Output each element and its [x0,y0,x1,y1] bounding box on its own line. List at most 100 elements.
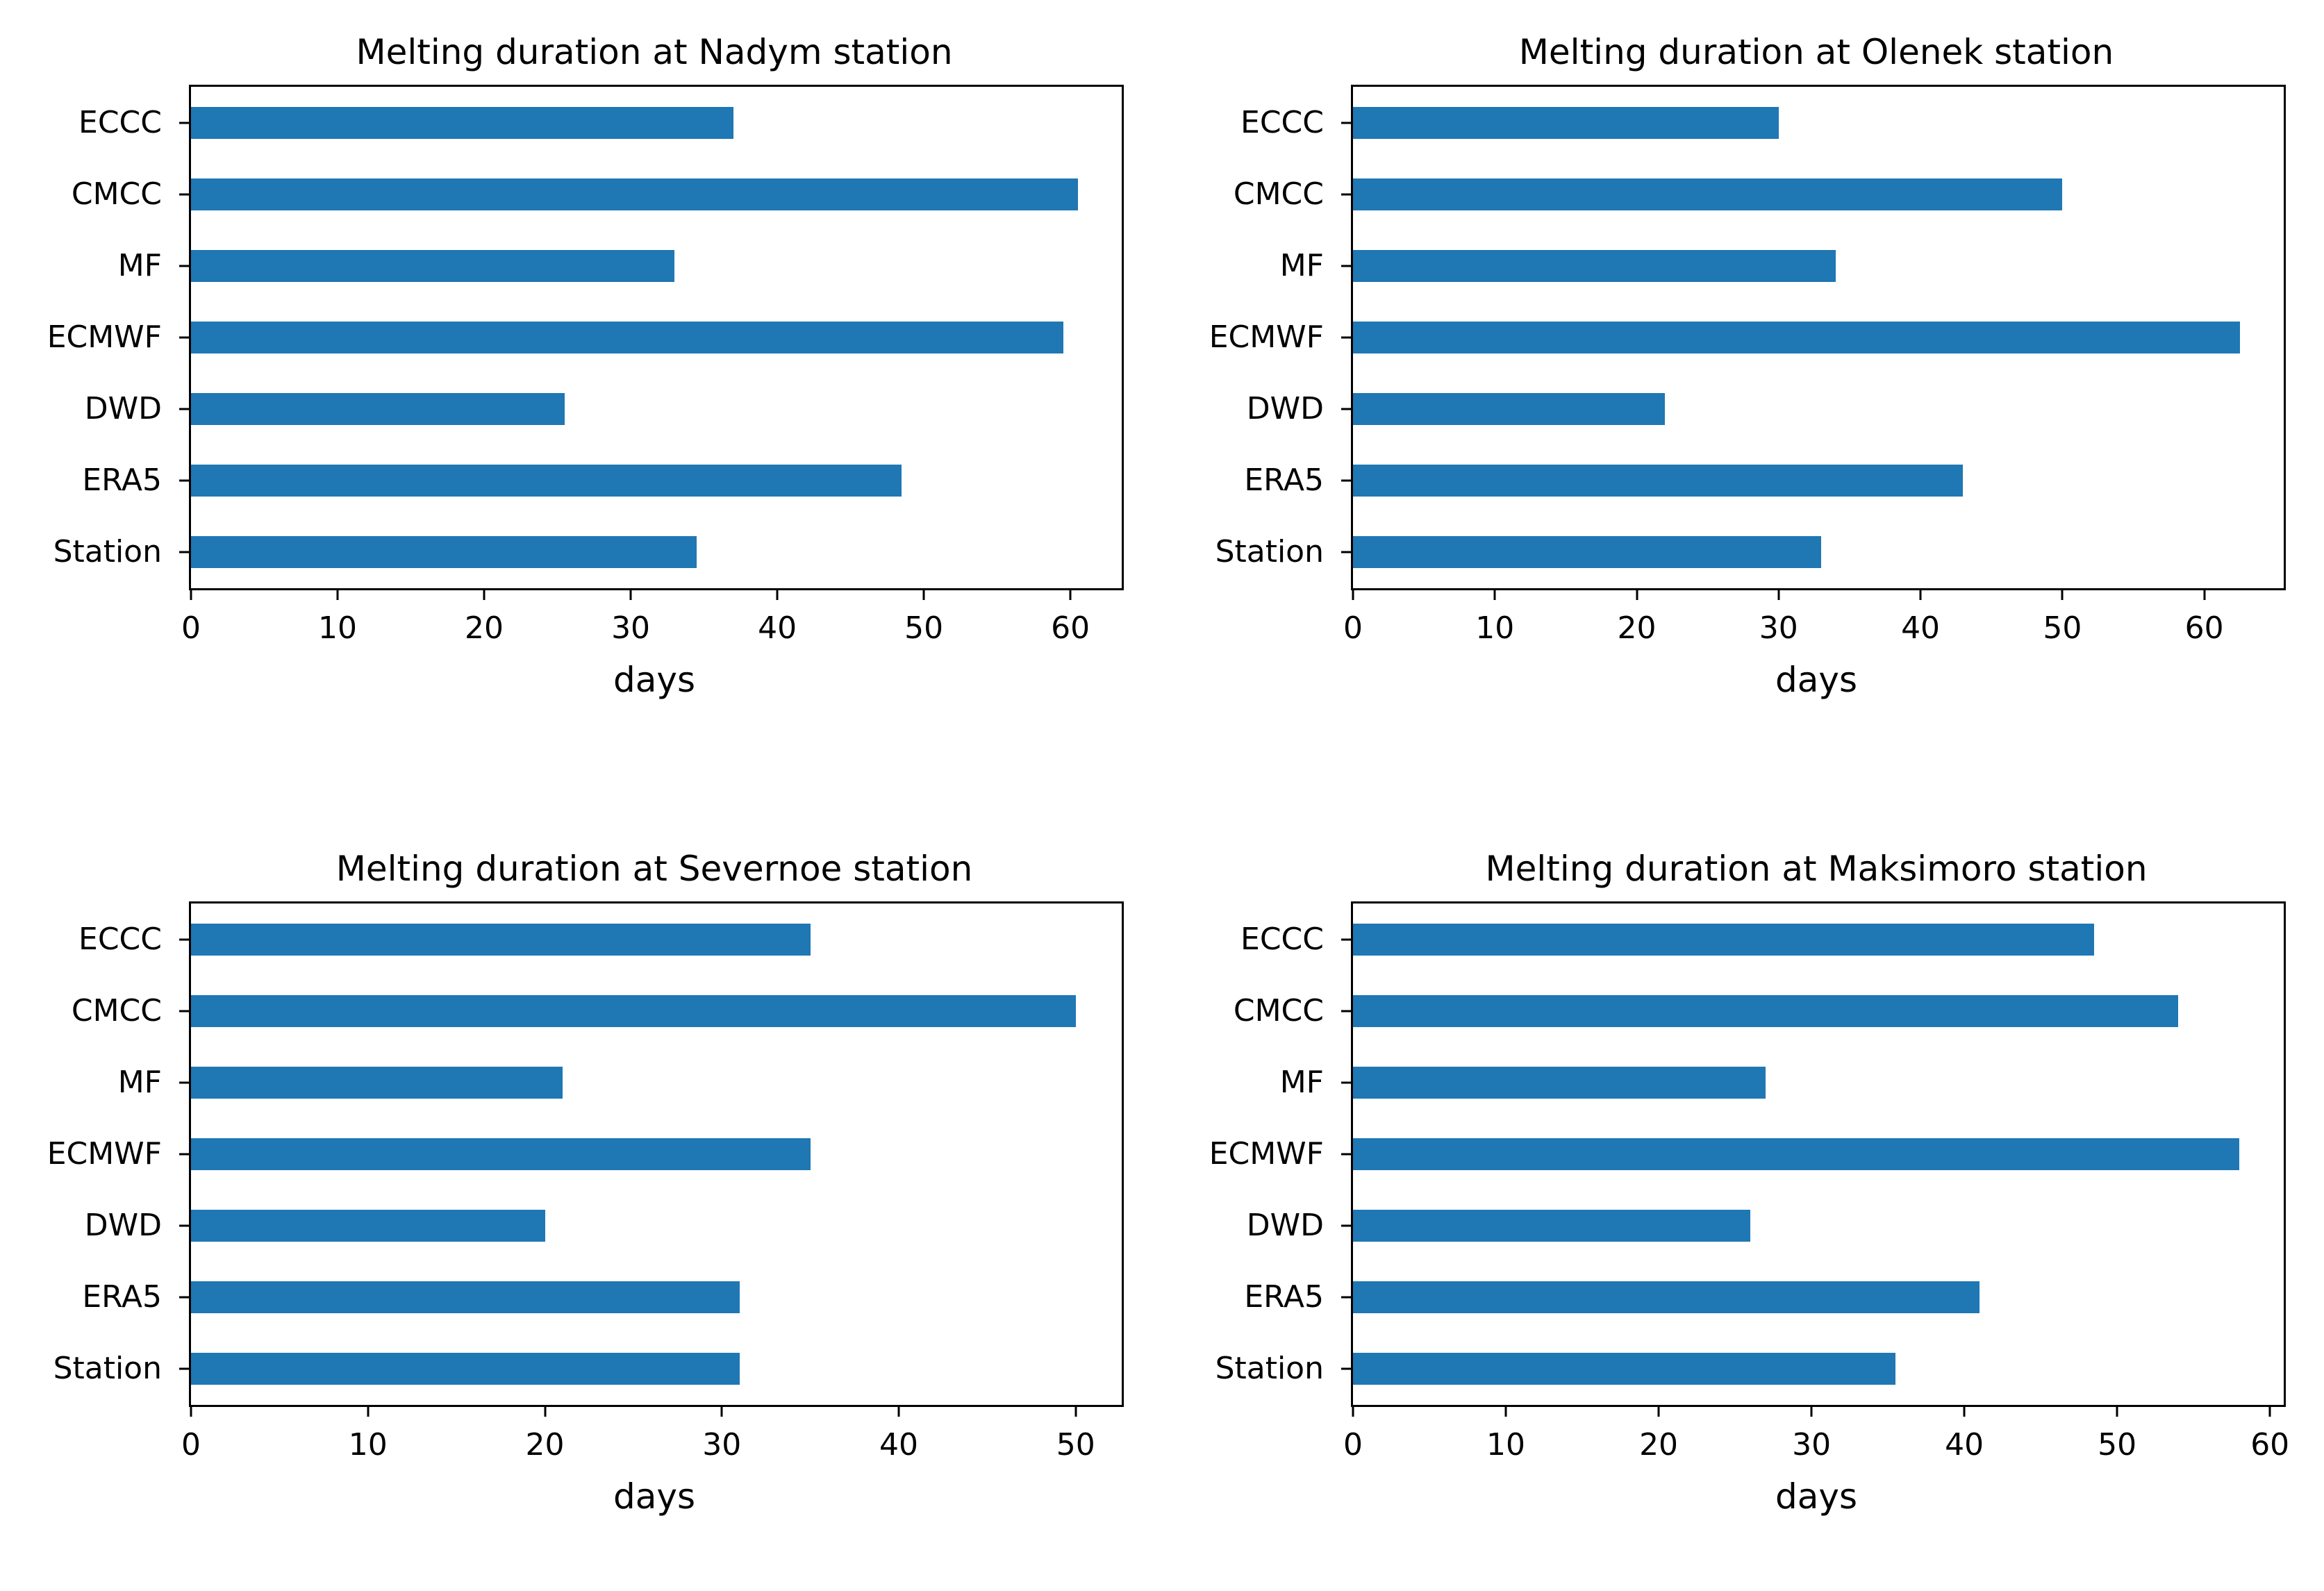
x-tick-mark [2268,1407,2271,1417]
category-label: CMCC [71,176,162,212]
x-tick-label: 0 [181,610,201,646]
y-tick-mark [179,1081,189,1084]
bar-eccc [191,923,811,956]
y-tick-mark [1341,1224,1351,1227]
category-label: ECMWF [47,1136,162,1172]
x-axis-label: days [1775,1476,1858,1517]
x-tick-label: 60 [2250,1427,2290,1463]
bar-era5 [191,1281,740,1314]
x-tick-mark [1657,1407,1660,1417]
x-tick-label: 10 [1475,610,1515,646]
figure-canvas: Melting duration at Nadym station ECCC CM… [47,32,2290,1516]
y-tick-mark [1341,1153,1351,1156]
x-tick-mark [629,590,632,600]
x-tick-label: 40 [1945,1427,1984,1463]
x-tick-label: 0 [1343,610,1363,646]
category-label: Station [1215,1351,1324,1387]
chart-title: Melting duration at Nadym station [356,32,953,72]
x-tick-label: 10 [348,1427,388,1463]
chart-title: Melting duration at Severnoe station [335,849,973,889]
category-label: MF [1279,1064,1324,1100]
bar-dwd [191,393,565,426]
x-tick-label: 40 [1901,610,1941,646]
y-tick-mark [1341,1010,1351,1013]
bar-eccc [1353,923,2095,956]
y-tick-mark [179,1010,189,1013]
category-label: Station [53,1351,162,1387]
x-axis-label: days [613,660,696,700]
x-tick-mark [544,1407,546,1417]
bar-ecmwf [1353,1138,2240,1170]
x-tick-label: 50 [2098,1427,2137,1463]
bar-mf [1353,1066,1766,1099]
bar-mf [1353,249,1836,282]
category-label: ECCC [1240,921,1324,957]
plot-area: ECCC CMCC MF ECMWF DWD ERA5 Station 0 10 20 30 40 50… [1209,901,2289,1462]
x-axis-label: days [1775,660,1858,700]
y-tick-mark [1341,122,1351,124]
category-label: ECCC [1240,104,1324,140]
y-tick-mark [1341,1367,1351,1370]
x-tick-label: 60 [1051,610,1090,646]
x-tick-mark [897,1407,900,1417]
y-tick-mark [1341,479,1351,482]
y-tick-mark [179,408,189,410]
x-tick-mark [1074,1407,1077,1417]
y-tick-mark [1341,938,1351,941]
x-tick-label: 50 [904,610,944,646]
y-tick-mark [1341,1081,1351,1084]
y-tick-mark [1341,1296,1351,1299]
bar-era5 [1353,1281,1980,1314]
category-label: ECCC [78,104,162,140]
x-tick-label: 0 [1343,1427,1363,1463]
category-label: DWD [1246,391,1324,427]
y-tick-mark [1341,193,1351,196]
bar-mf [191,1066,563,1099]
y-tick-mark [179,1153,189,1156]
bar-station [1353,1353,1896,1385]
x-tick-mark [1810,1407,1813,1417]
bar-eccc [191,106,733,139]
y-tick-mark [179,193,189,196]
x-tick-mark [1636,590,1638,600]
x-tick-mark [1777,590,1780,600]
category-label: ECMWF [1209,1136,1324,1172]
x-tick-mark [1352,590,1354,600]
plot-area: ECCC CMCC MF ECMWF DWD ERA5 Station 0 10 20 30 40 50 [47,901,1124,1462]
x-tick-mark [1493,590,1496,600]
y-tick-mark [179,265,189,267]
x-tick-label: 0 [181,1427,201,1463]
x-tick-label: 50 [1056,1427,1095,1463]
bar-cmcc [1353,178,2063,210]
x-tick-label: 20 [465,610,504,646]
x-tick-mark [483,590,485,600]
chart-panel-maksimoro: Melting duration at Maksimoro station EC… [1162,817,2324,1591]
bar-cmcc [191,178,1078,210]
category-label: MF [117,1064,162,1100]
x-tick-mark [1963,1407,1966,1417]
x-tick-mark [1352,1407,1354,1417]
bar-ecmwf [191,1138,811,1170]
bar-eccc [1353,106,1779,139]
x-tick-label: 20 [1639,1427,1679,1463]
bar-ecmwf [191,322,1063,353]
category-label: MF [117,247,162,283]
x-tick-mark [190,1407,192,1417]
y-tick-mark [179,122,189,124]
bar-cmcc [1353,994,2179,1027]
x-tick-label: 30 [702,1427,742,1463]
x-tick-mark [2061,590,2064,600]
x-tick-mark [2203,590,2206,600]
bar-dwd [1353,1210,1751,1242]
x-tick-mark [1069,590,1072,600]
category-label: CMCC [71,992,162,1028]
x-tick-mark [922,590,925,600]
x-tick-label: 30 [1792,1427,1832,1463]
x-tick-label: 20 [1617,610,1657,646]
x-tick-label: 60 [2184,610,2224,646]
category-label: ERA5 [1244,463,1324,499]
bar-era5 [191,465,902,497]
x-tick-label: 10 [1486,1427,1526,1463]
x-tick-mark [367,1407,370,1417]
y-tick-mark [179,551,189,553]
